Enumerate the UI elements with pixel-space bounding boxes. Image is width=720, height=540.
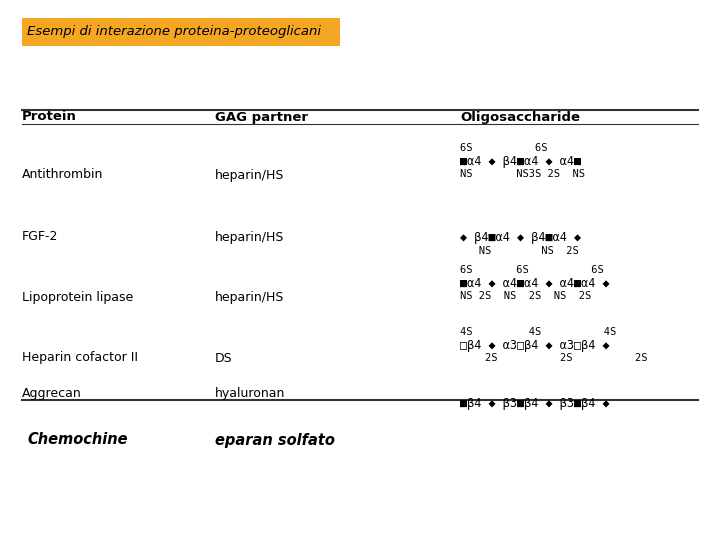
Text: ◆ β4■α4 ◆ β4■α4 ◆: ◆ β4■α4 ◆ β4■α4 ◆ [460,232,581,245]
Text: DS: DS [215,352,233,365]
Text: □β4 ◆ α3□β4 ◆ α3□β4 ◆: □β4 ◆ α3□β4 ◆ α3□β4 ◆ [460,339,610,352]
Text: 6S          6S: 6S 6S [460,143,547,153]
Text: Heparin cofactor II: Heparin cofactor II [22,352,138,365]
FancyBboxPatch shape [22,18,340,46]
Text: Lipoprotein lipase: Lipoprotein lipase [22,292,133,305]
Text: heparin/HS: heparin/HS [215,292,284,305]
Text: ■α4 ◆ α4■α4 ◆ α4■α4 ◆: ■α4 ◆ α4■α4 ◆ α4■α4 ◆ [460,276,610,289]
Text: FGF-2: FGF-2 [22,231,58,244]
Text: 6S       6S          6S: 6S 6S 6S [460,265,604,275]
Text: Antithrombin: Antithrombin [22,168,104,181]
Text: NS       NS3S 2S  NS: NS NS3S 2S NS [460,169,585,179]
Text: ■β4 ◆ β3■β4 ◆ β3■β4 ◆: ■β4 ◆ β3■β4 ◆ β3■β4 ◆ [460,396,610,409]
Text: Oligosaccharide: Oligosaccharide [460,111,580,124]
Text: eparan solfato: eparan solfato [215,433,335,448]
Text: NS 2S  NS  2S  NS  2S: NS 2S NS 2S NS 2S [460,291,591,301]
Text: 2S          2S          2S: 2S 2S 2S [460,353,647,363]
Text: ■α4 ◆ β4■α4 ◆ α4■: ■α4 ◆ β4■α4 ◆ α4■ [460,154,581,167]
Text: 4S         4S          4S: 4S 4S 4S [460,327,616,337]
Text: Aggrecan: Aggrecan [22,387,82,400]
Text: heparin/HS: heparin/HS [215,231,284,244]
Text: GAG partner: GAG partner [215,111,308,124]
Text: Protein: Protein [22,111,77,124]
Text: Esempi di interazione proteina-proteoglicani: Esempi di interazione proteina-proteogli… [27,25,321,38]
Text: NS        NS  2S: NS NS 2S [460,246,579,256]
Text: hyaluronan: hyaluronan [215,387,285,400]
Text: Chemochine: Chemochine [27,433,127,448]
Text: heparin/HS: heparin/HS [215,168,284,181]
